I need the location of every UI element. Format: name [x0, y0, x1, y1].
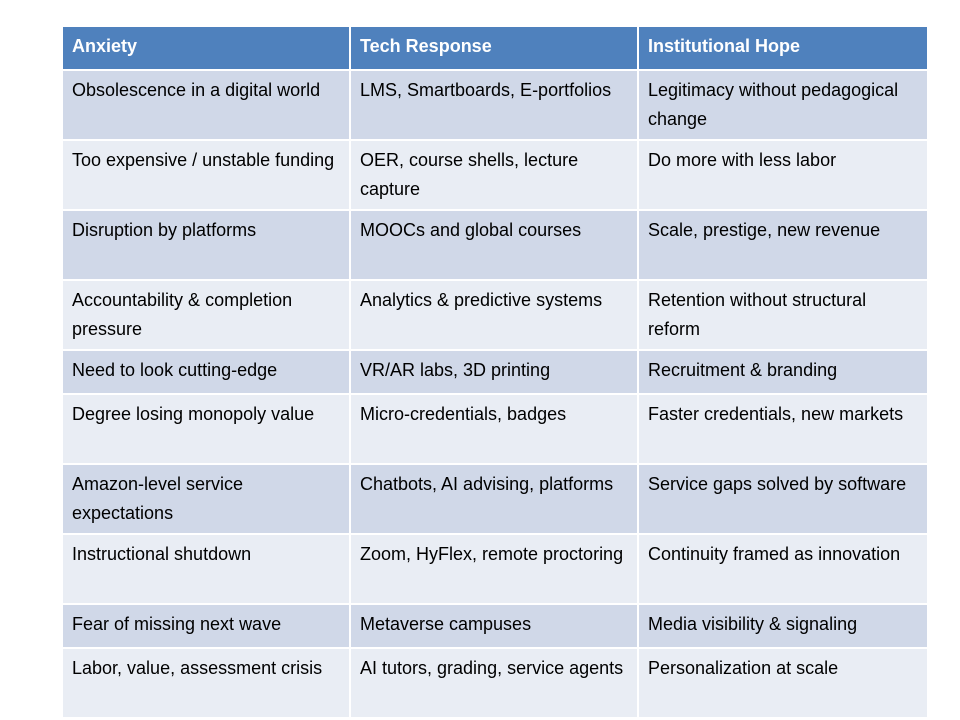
table-cell: Instructional shutdown [61, 533, 351, 605]
table-row: Fear of missing next wave Metaverse campu… [61, 603, 929, 649]
table-cell: VR/AR labs, 3D printing [349, 349, 639, 395]
table-row: Degree losing monopoly value Micro-creden… [61, 393, 929, 465]
table-cell: Do more with less labor [637, 139, 929, 211]
table-cell: Need to look cutting-edge [61, 349, 351, 395]
table-row: Amazon-level service expectations Chatbot… [61, 463, 929, 535]
comparison-table: Anxiety Tech Response Institutional Hope O… [61, 25, 929, 719]
table-cell: AI tutors, grading, service agents [349, 647, 639, 719]
table-row: Too expensive / unstable funding OER, cou… [61, 139, 929, 211]
table-cell: Personalization at scale [637, 647, 929, 719]
table-cell: Obsolescence in a digital world [61, 69, 351, 141]
table-cell: Continuity framed as innovation [637, 533, 929, 605]
table-cell: Accountability & completion pressure [61, 279, 351, 351]
table-cell: LMS, Smartboards, E-portfolios [349, 69, 639, 141]
header-cell: Tech Response [349, 25, 639, 71]
table-cell: Faster credentials, new markets [637, 393, 929, 465]
table-cell: Retention without structural reform [637, 279, 929, 351]
table-cell: Zoom, HyFlex, remote proctoring [349, 533, 639, 605]
table-cell: Disruption by platforms [61, 209, 351, 281]
table-cell: Too expensive / unstable funding [61, 139, 351, 211]
table-cell: OER, course shells, lecture capture [349, 139, 639, 211]
table-cell: Metaverse campuses [349, 603, 639, 649]
header-row: Anxiety Tech Response Institutional Hope [61, 25, 929, 71]
table-row: Accountability & completion pressure Anal… [61, 279, 929, 351]
table-row: Disruption by platforms MOOCs and global … [61, 209, 929, 281]
table-cell: Media visibility & signaling [637, 603, 929, 649]
table-cell: Recruitment & branding [637, 349, 929, 395]
table-body: Obsolescence in a digital world LMS, Smar… [61, 69, 929, 719]
table-row: Labor, value, assessment crisis AI tutors… [61, 647, 929, 719]
table-header: Anxiety Tech Response Institutional Hope [61, 25, 929, 71]
table-row: Need to look cutting-edge VR/AR labs, 3D … [61, 349, 929, 395]
table-cell: Fear of missing next wave [61, 603, 351, 649]
table-cell: Degree losing monopoly value [61, 393, 351, 465]
table-row: Obsolescence in a digital world LMS, Smar… [61, 69, 929, 141]
table-cell: Scale, prestige, new revenue [637, 209, 929, 281]
table-cell: Service gaps solved by software [637, 463, 929, 535]
header-cell: Institutional Hope [637, 25, 929, 71]
table-cell: Chatbots, AI advising, platforms [349, 463, 639, 535]
header-cell: Anxiety [61, 25, 351, 71]
table-cell: Amazon-level service expectations [61, 463, 351, 535]
table-cell: MOOCs and global courses [349, 209, 639, 281]
table-cell: Legitimacy without pedagogical change [637, 69, 929, 141]
table-cell: Labor, value, assessment crisis [61, 647, 351, 719]
table-cell: Micro-credentials, badges [349, 393, 639, 465]
table-cell: Analytics & predictive systems [349, 279, 639, 351]
table-row: Instructional shutdown Zoom, HyFlex, remo… [61, 533, 929, 605]
